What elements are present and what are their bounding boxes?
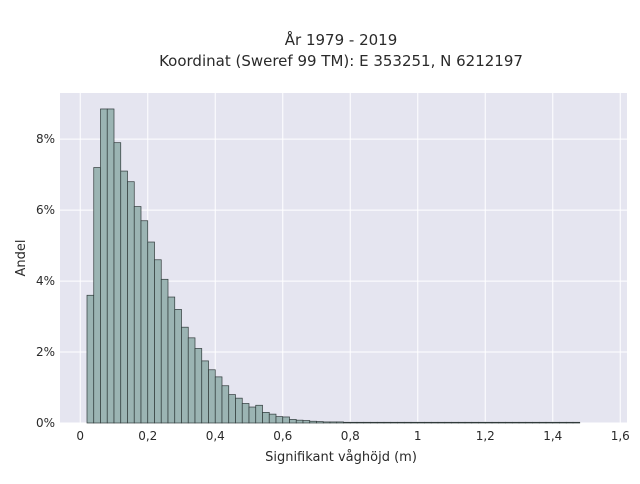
histogram-bar	[214, 376, 223, 424]
histogram-bar	[538, 421, 547, 424]
histogram-bar	[309, 420, 317, 424]
histogram-bar	[181, 326, 189, 424]
histogram-bar	[518, 421, 527, 424]
histogram-bar	[282, 416, 290, 424]
histogram-bar	[511, 421, 520, 424]
histogram-bar	[100, 108, 108, 424]
histogram-bar	[322, 421, 331, 424]
histogram-bar	[505, 421, 513, 424]
y-axis-ticks: 0% 2% 4% 6% 8%	[36, 132, 55, 430]
y-tick-label: 4%	[36, 274, 55, 288]
histogram-bar	[430, 421, 439, 424]
histogram-bar	[194, 348, 203, 424]
histogram-bar	[167, 296, 176, 424]
histogram-bar	[228, 394, 236, 424]
histogram-bar	[532, 421, 540, 424]
histogram-bar	[478, 421, 486, 424]
histogram-bar	[356, 421, 365, 424]
histogram-bar	[329, 421, 338, 424]
histogram-bar	[93, 167, 101, 424]
x-tick-label: 0,6	[273, 429, 292, 443]
histogram-bar	[363, 421, 371, 424]
histogram-bar	[343, 421, 351, 424]
y-tick-label: 0%	[36, 416, 55, 430]
histogram-bar	[545, 421, 554, 424]
histogram-bar	[140, 220, 149, 424]
histogram-bar	[174, 309, 182, 424]
histogram-bar	[120, 170, 128, 424]
histogram-bar	[295, 419, 304, 424]
histogram-bar	[127, 181, 135, 424]
histogram-bar	[248, 406, 257, 424]
histogram-bar	[464, 421, 473, 424]
histogram-bar	[403, 421, 412, 424]
histogram-bar	[106, 108, 115, 424]
histogram-bar	[241, 403, 250, 424]
histogram-bar	[187, 337, 196, 424]
histogram-bar	[417, 421, 425, 424]
y-tick-label: 6%	[36, 203, 55, 217]
histogram-bar	[437, 421, 446, 424]
histogram-bar	[565, 421, 574, 424]
histogram-bar	[349, 421, 358, 424]
histogram-bar	[268, 413, 277, 424]
histogram-bar	[275, 416, 284, 424]
histogram-bar	[444, 421, 452, 424]
y-tick-label: 2%	[36, 345, 55, 359]
histogram-bar	[397, 421, 405, 424]
histogram-bar	[451, 421, 459, 424]
x-tick-label: 1,6	[611, 429, 630, 443]
histogram-bar	[316, 421, 324, 424]
x-tick-label: 0,4	[206, 429, 225, 443]
histogram-bar	[147, 241, 155, 424]
chart-subtitle: Koordinat (Sweref 99 TM): E 353251, N 62…	[159, 52, 523, 70]
histogram-bar	[491, 421, 500, 424]
histogram-bar	[255, 404, 263, 424]
histogram-bar	[525, 421, 533, 424]
y-axis-title: Andel	[14, 240, 29, 277]
histogram-bar	[154, 259, 162, 424]
histogram-bar	[160, 278, 169, 424]
x-tick-label: 0	[76, 429, 84, 443]
histogram-bar	[559, 421, 567, 424]
histogram-bars	[86, 108, 581, 424]
histogram-bar	[113, 142, 122, 424]
histogram-bar	[302, 420, 311, 424]
histogram-bar	[336, 421, 344, 424]
histogram-bar	[376, 421, 385, 424]
histogram-bar	[424, 421, 432, 424]
histogram-bar	[201, 360, 209, 424]
histogram-bar	[289, 419, 297, 424]
histogram-bar	[484, 421, 493, 424]
histogram-bar	[390, 421, 398, 424]
x-tick-label: 1,2	[476, 429, 495, 443]
histogram-bar	[471, 421, 479, 424]
histogram-bar	[457, 421, 466, 424]
x-axis-title: Signifikant våghöjd (m)	[265, 450, 417, 465]
histogram-bar	[235, 397, 243, 424]
y-tick-label: 8%	[36, 132, 55, 146]
histogram-bar	[552, 421, 560, 424]
histogram-bar	[410, 421, 419, 424]
histogram-bar	[221, 385, 230, 424]
histogram-bar	[262, 412, 270, 424]
histogram-bar	[370, 421, 378, 424]
histogram-bar	[383, 421, 392, 424]
histogram-bar	[133, 206, 142, 424]
x-tick-label: 1	[414, 429, 422, 443]
histogram-bar	[572, 421, 581, 424]
x-tick-label: 1,4	[543, 429, 562, 443]
x-tick-label: 0,8	[341, 429, 360, 443]
chart-title: År 1979 - 2019	[285, 30, 398, 49]
histogram-bar	[86, 294, 95, 424]
x-axis-ticks: 0 0,2 0,4 0,6 0,8 1 1,2 1,4 1,6	[76, 429, 629, 443]
histogram-bar	[208, 369, 216, 424]
histogram-bar	[498, 421, 506, 424]
x-tick-label: 0,2	[138, 429, 157, 443]
